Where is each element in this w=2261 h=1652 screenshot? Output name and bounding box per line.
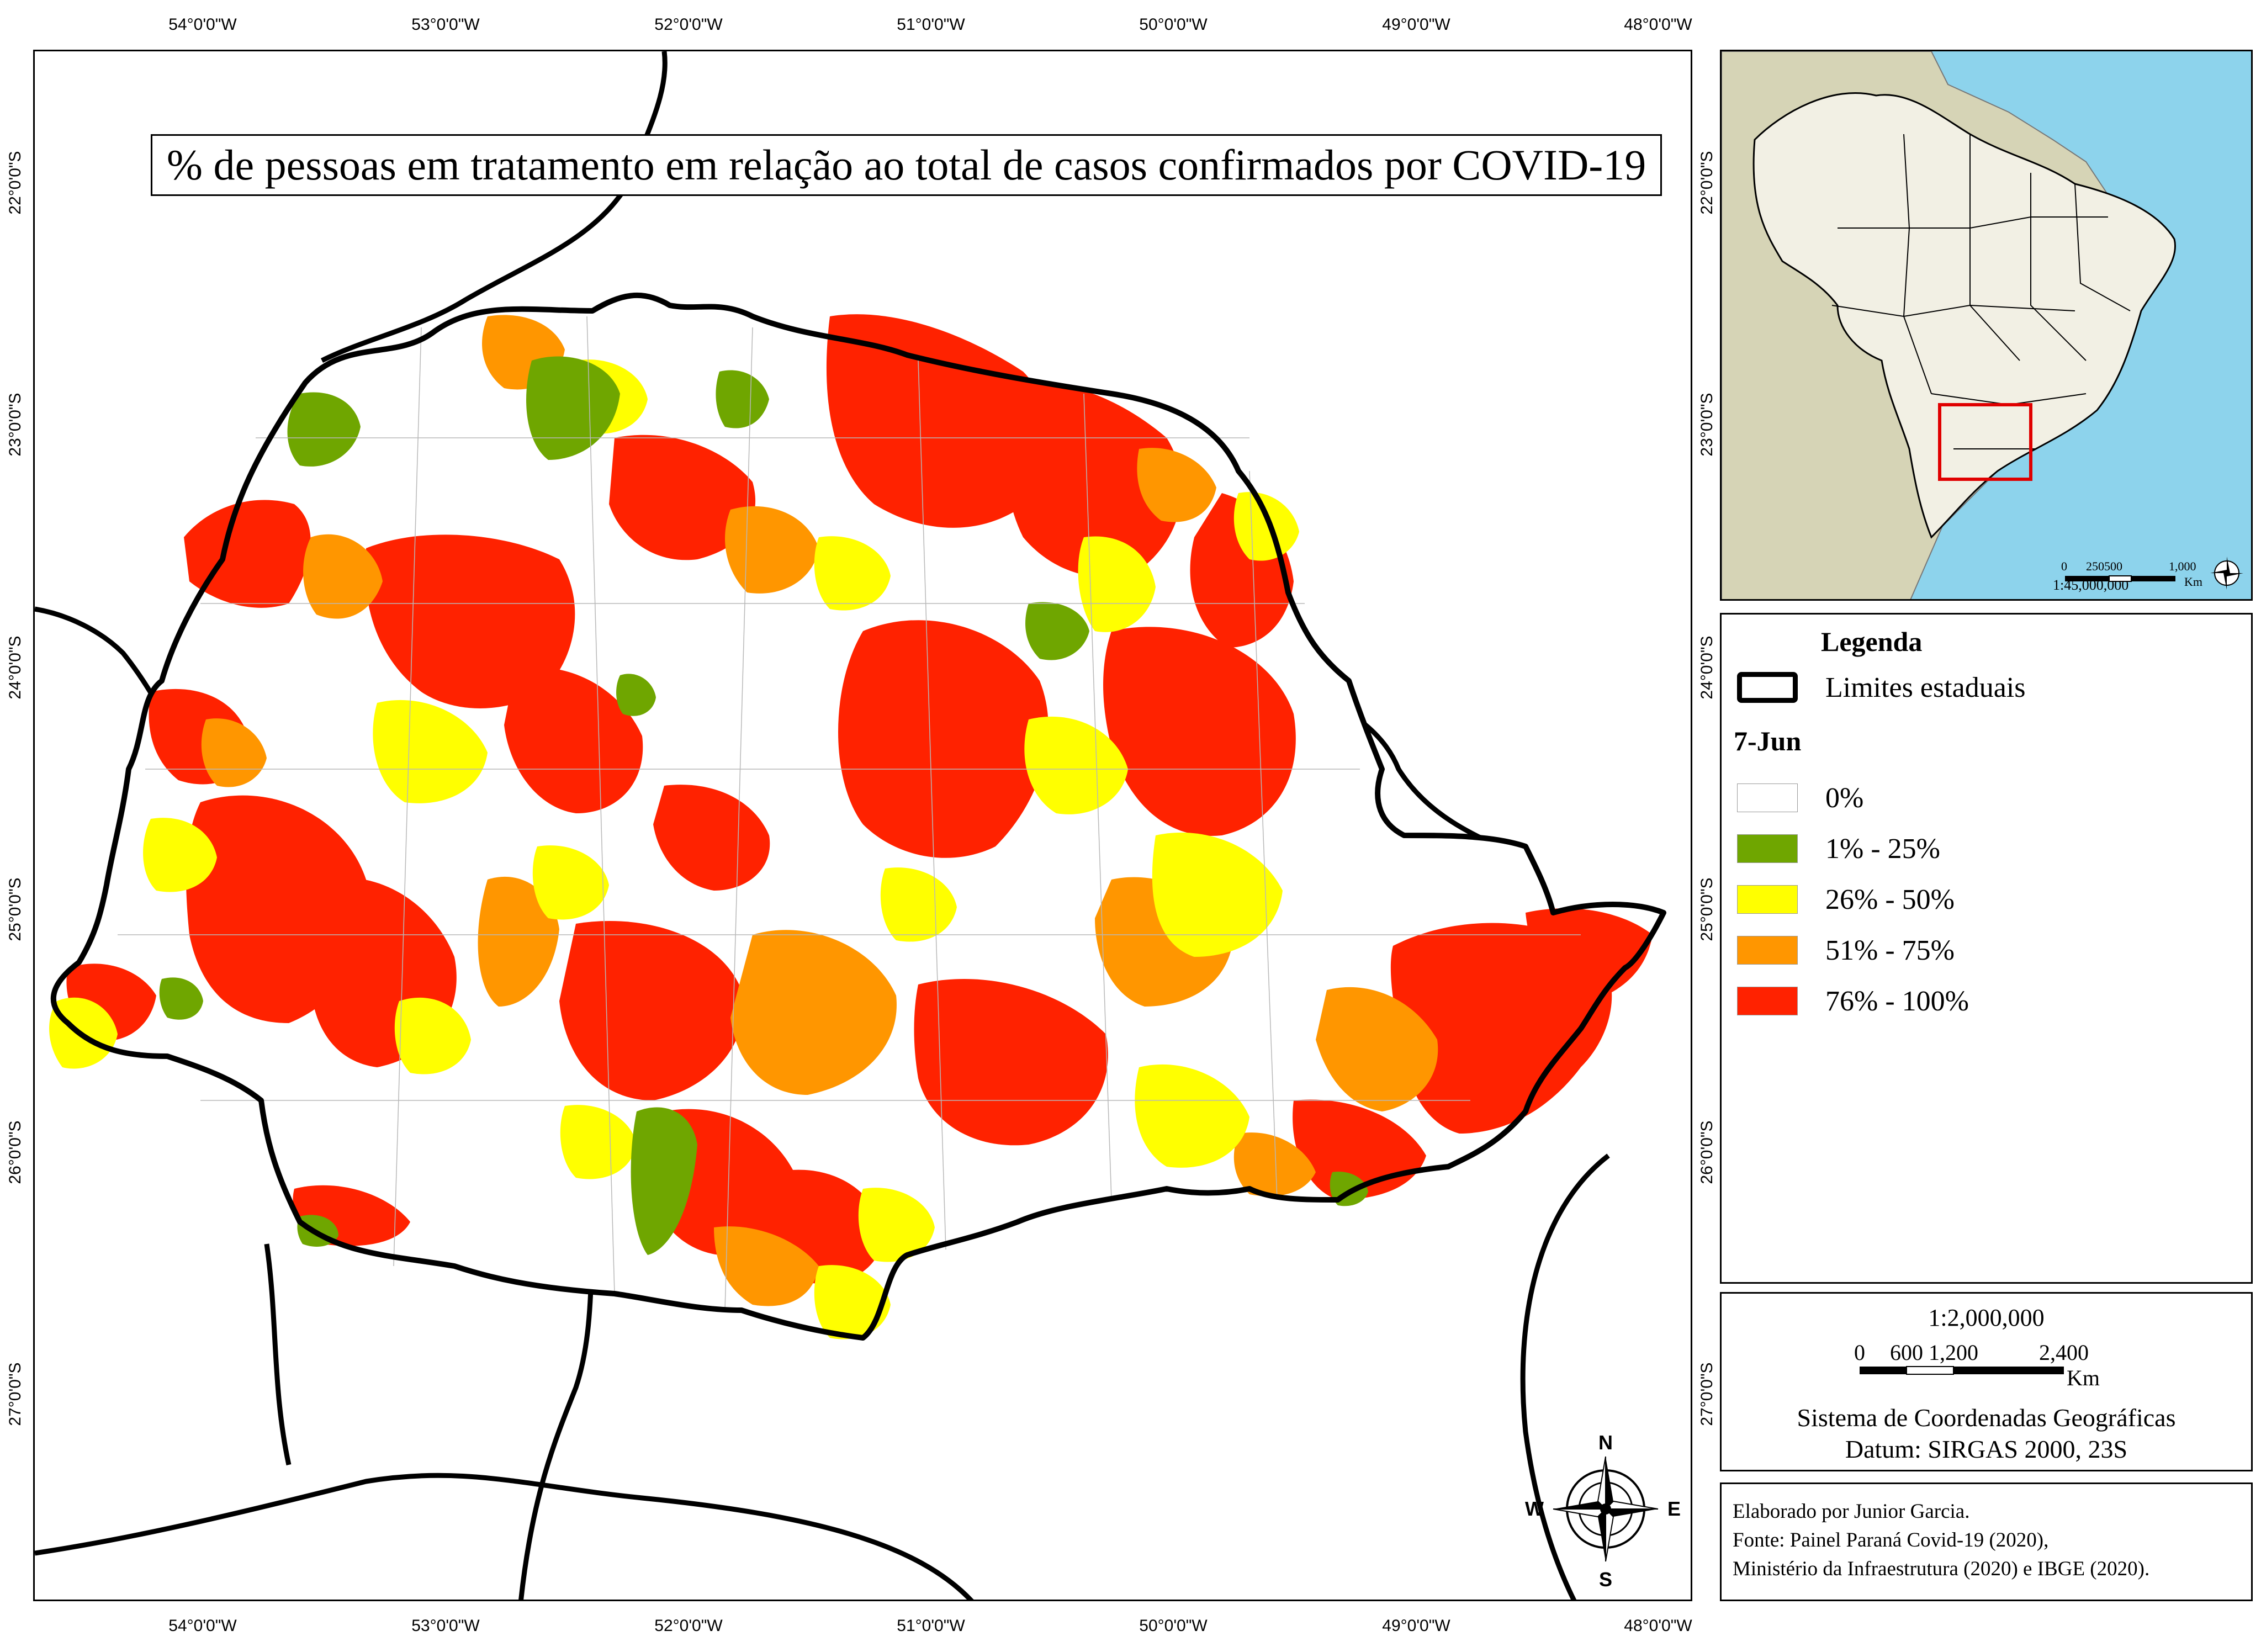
main-map[interactable]: N S E W % de pessoas em tratamento em re… xyxy=(33,50,1692,1601)
brazil-states xyxy=(1831,134,2131,449)
legend-item-state-limits: Limites estaduais xyxy=(1737,670,2025,705)
parana-map-canvas: N S E W xyxy=(35,51,1681,1600)
crs-label: Sistema de Coordenadas Geográficas xyxy=(1797,1404,2176,1432)
compass-s: S xyxy=(1599,1568,1612,1591)
lon-tick-label: 52°0'0"W xyxy=(654,1617,723,1635)
svg-text:0: 0 xyxy=(1854,1340,1865,1365)
legend-title: Legenda xyxy=(1821,626,1923,657)
lon-tick-label: 52°0'0"W xyxy=(654,15,723,34)
legend-class-label: 0% xyxy=(1825,782,1864,814)
svg-text:1,200: 1,200 xyxy=(1929,1340,1978,1365)
municipality-fills xyxy=(49,314,1653,1339)
lat-tick-label: 27°0'0"S xyxy=(6,1362,24,1426)
svg-text:Km: Km xyxy=(2067,1365,2100,1390)
svg-text:Km: Km xyxy=(2184,575,2202,589)
lon-tick-label: 49°0'0"W xyxy=(1382,1617,1450,1635)
locator-compass-icon xyxy=(2210,557,2243,590)
parana-boundary xyxy=(50,292,1666,1341)
legend-class-label: 1% - 25% xyxy=(1825,833,1940,865)
svg-text:600: 600 xyxy=(1890,1340,1923,1365)
lat-tick-label: 24°0'0"S xyxy=(6,636,24,700)
legend-swatch xyxy=(1737,885,1798,914)
credit-source-1: Fonte: Painel Paraná Covid-19 (2020), xyxy=(1733,1529,2049,1552)
legend-class-item: 51% - 75% xyxy=(1737,933,1955,968)
svg-text:250500: 250500 xyxy=(2086,559,2122,573)
lon-tick-label: 53°0'0"W xyxy=(411,15,480,34)
lat-tick-label: 23°0'0"S xyxy=(1698,393,1716,457)
credit-source-2: Ministério da Infraestrutura (2020) e IB… xyxy=(1733,1558,2150,1580)
lon-tick-label: 54°0'0"W xyxy=(168,1617,237,1635)
legend-swatch xyxy=(1737,987,1798,1015)
scale-bar: 0 600 1,200 2,400 Km xyxy=(1854,1340,2100,1390)
svg-text:0: 0 xyxy=(2061,559,2067,573)
legend-class-label: 51% - 75% xyxy=(1825,934,1955,966)
lat-tick-label: 22°0'0"S xyxy=(6,151,24,215)
lon-tick-label: 49°0'0"W xyxy=(1382,15,1450,34)
lat-tick-label: 24°0'0"S xyxy=(1698,636,1716,700)
scale-panel: 1:2,000,000 0 600 1,200 2,400 Km Sistema… xyxy=(1720,1292,2253,1471)
legend-swatch xyxy=(1737,936,1798,965)
scale-ratio: 1:2,000,000 xyxy=(1928,1304,2045,1331)
parana-focus-box xyxy=(1938,403,2032,481)
compass-rose-icon: N S E W xyxy=(1525,1431,1681,1591)
lat-tick-label: 27°0'0"S xyxy=(1698,1362,1716,1426)
credits-panel: Elaborado por Junior Garcia. Fonte: Pain… xyxy=(1720,1482,2253,1601)
lon-tick-label: 51°0'0"W xyxy=(897,1617,965,1635)
lon-tick-label: 50°0'0"W xyxy=(1139,1617,1208,1635)
lat-tick-label: 26°0'0"S xyxy=(1698,1120,1716,1184)
lat-tick-label: 25°0'0"S xyxy=(6,877,24,941)
legend-swatch xyxy=(1737,834,1798,863)
compass-e: E xyxy=(1667,1497,1681,1520)
lat-tick-label: 23°0'0"S xyxy=(6,393,24,457)
svg-text:1,000: 1,000 xyxy=(2169,559,2196,573)
legend-class-item: 76% - 100% xyxy=(1737,983,1969,1019)
compass-w: W xyxy=(1525,1497,1544,1520)
legend-class-label: 26% - 50% xyxy=(1825,883,1955,915)
lon-tick-label: 53°0'0"W xyxy=(411,1617,480,1635)
svg-text:2,400: 2,400 xyxy=(2039,1340,2089,1365)
legend-label: Limites estaduais xyxy=(1825,671,2026,703)
lon-tick-label: 51°0'0"W xyxy=(897,15,965,34)
lat-tick-label: 22°0'0"S xyxy=(1698,151,1716,215)
datum-label: Datum: SIRGAS 2000, 23S xyxy=(1845,1435,2128,1463)
lat-tick-label: 25°0'0"S xyxy=(1698,877,1716,941)
map-title: % de pessoas em tratamento em relação ao… xyxy=(151,134,1662,196)
locator-scale: 1:45,000,000 0 250500 1,000 Km xyxy=(2053,559,2202,593)
brazil-shape xyxy=(1752,92,2176,539)
compass-n: N xyxy=(1598,1431,1613,1454)
legend-class-item: 26% - 50% xyxy=(1737,882,1955,917)
lon-tick-label: 48°0'0"W xyxy=(1624,15,1692,34)
credit-author: Elaborado por Junior Garcia. xyxy=(1733,1500,1970,1523)
municipality-borders xyxy=(118,316,1581,1311)
legend-class-item: 1% - 25% xyxy=(1737,831,1940,866)
legend-class-item: 0% xyxy=(1737,780,1863,816)
locator-map[interactable]: 1:45,000,000 0 250500 1,000 Km xyxy=(1720,50,2253,601)
lon-tick-label: 48°0'0"W xyxy=(1624,1617,1692,1635)
legend-panel: Legenda Limites estaduais 7-Jun 0% 1% - 2… xyxy=(1720,613,2253,1284)
state-limits-swatch xyxy=(1737,672,1798,703)
locator-canvas: 1:45,000,000 0 250500 1,000 Km xyxy=(1722,51,2243,599)
lat-tick-label: 26°0'0"S xyxy=(6,1120,24,1184)
lon-tick-label: 50°0'0"W xyxy=(1139,15,1208,34)
legend-date: 7-Jun xyxy=(1734,726,1802,756)
lon-tick-label: 54°0'0"W xyxy=(168,15,237,34)
legend-swatch xyxy=(1737,783,1798,812)
legend-class-label: 76% - 100% xyxy=(1825,985,1969,1017)
